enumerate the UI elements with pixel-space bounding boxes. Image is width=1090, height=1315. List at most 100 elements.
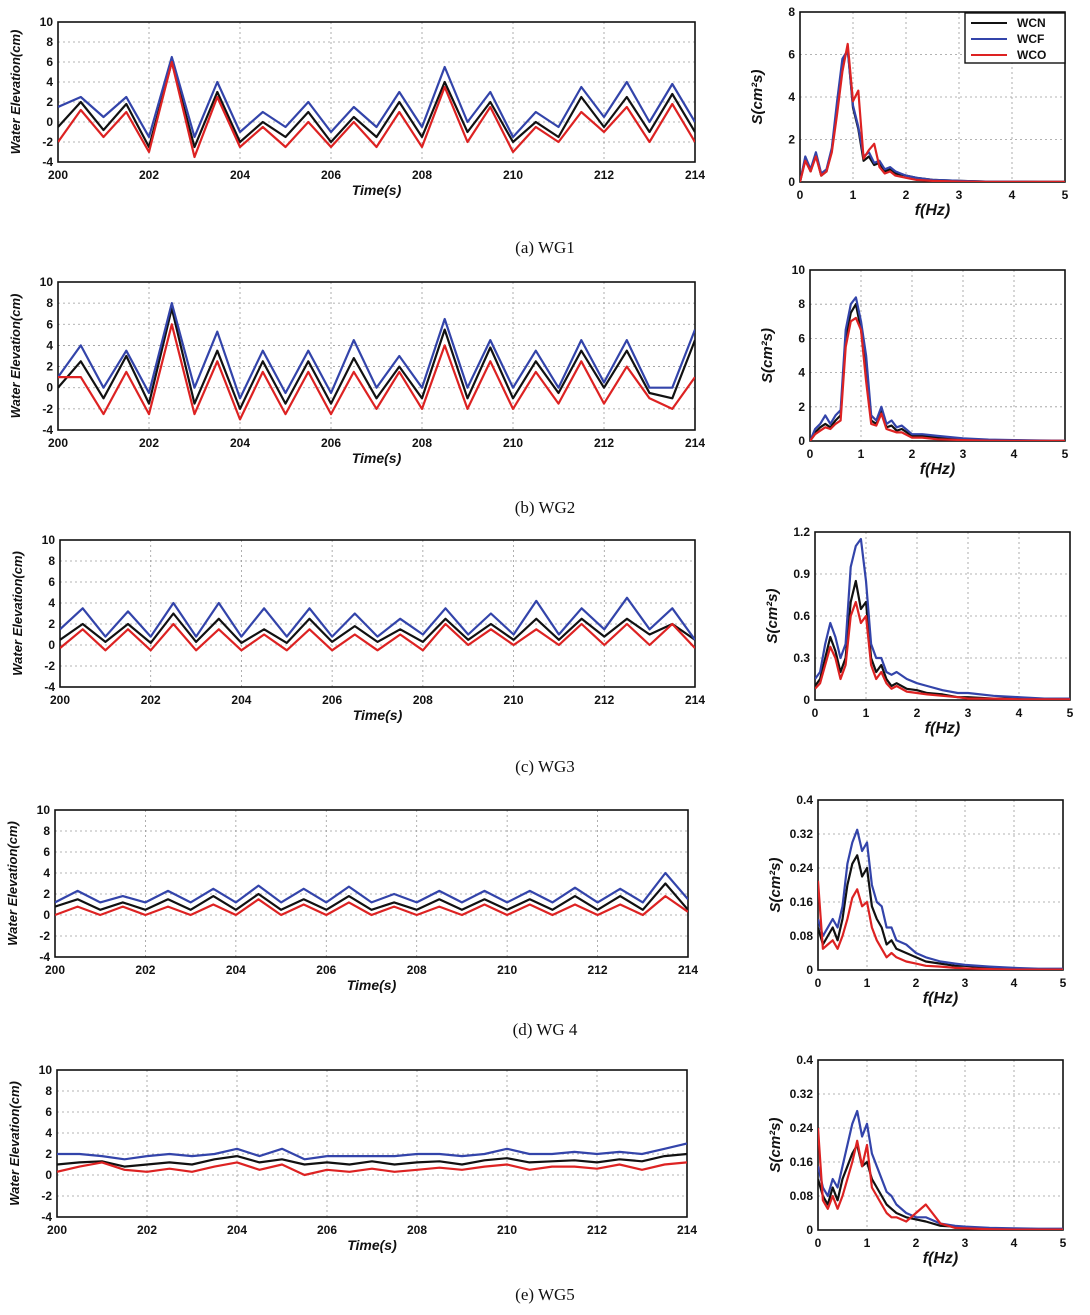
x-tick-label: 0 (815, 1236, 822, 1250)
y-tick-label: 6 (43, 845, 50, 859)
y-tick-label: -4 (42, 423, 53, 437)
x-tick-label: 0 (797, 188, 804, 202)
x-tick-label: 204 (227, 1223, 247, 1237)
y-tick-label: 0.9 (793, 567, 810, 581)
y-tick-label: -4 (39, 950, 50, 964)
y-axis-label: Water Elevation(cm) (7, 1081, 22, 1206)
series-line-wcf (58, 302, 695, 400)
x-tick-label: 1 (864, 976, 871, 990)
x-axis-label: Time(s) (347, 1237, 397, 1253)
y-axis-label: S(cm²s) (767, 1117, 784, 1172)
x-tick-label: 204 (226, 963, 246, 977)
x-tick-label: 0 (815, 976, 822, 990)
x-tick-label: 2 (914, 706, 921, 720)
series-line-wco (815, 600, 1070, 700)
y-tick-label: 8 (788, 5, 795, 19)
series-line-wcf (818, 1109, 1063, 1230)
x-tick-label: 206 (322, 693, 342, 707)
caption-wg5: (e) WG5 (515, 1285, 575, 1304)
x-tick-label: 3 (956, 188, 963, 202)
y-tick-label: 0 (798, 434, 805, 448)
x-tick-label: 208 (413, 693, 433, 707)
y-tick-label: -4 (41, 1210, 52, 1224)
legend-label-wcf: WCF (1017, 32, 1044, 46)
y-tick-label: 2 (46, 360, 53, 374)
x-tick-label: 214 (685, 436, 705, 450)
x-tick-label: 208 (412, 168, 432, 182)
x-tick-label: 210 (504, 693, 524, 707)
series-line-wcf (810, 296, 1065, 441)
legend-label-wco: WCO (1017, 48, 1046, 62)
y-tick-label: -2 (41, 1189, 52, 1203)
x-tick-label: 3 (962, 1236, 969, 1250)
x-axis-label: f(Hz) (923, 1250, 959, 1267)
x-tick-label: 212 (594, 436, 614, 450)
y-axis-label: Water Elevation(cm) (8, 30, 23, 155)
x-tick-label: 1 (864, 1236, 871, 1250)
series-line-wcn (58, 307, 695, 410)
x-axis-label: f(Hz) (923, 990, 959, 1007)
y-axis-label: S(cm²s) (749, 69, 766, 124)
y-tick-label: 1.2 (793, 525, 810, 539)
x-axis-label: Time(s) (347, 977, 397, 993)
y-tick-label: 2 (798, 400, 805, 414)
x-tick-label: 212 (594, 693, 614, 707)
y-tick-label: 0.08 (790, 1189, 814, 1203)
y-tick-label: 0.24 (790, 861, 814, 875)
y-tick-label: 8 (45, 1084, 52, 1098)
y-tick-label: 10 (40, 15, 54, 29)
x-tick-label: 206 (321, 436, 341, 450)
x-tick-label: 204 (231, 693, 251, 707)
x-tick-label: 202 (141, 693, 161, 707)
x-tick-label: 4 (1011, 1236, 1018, 1250)
plot-frame (54, 809, 689, 958)
series-line-wcf (57, 1142, 687, 1161)
x-tick-label: 210 (497, 963, 517, 977)
y-tick-label: 0.16 (790, 1155, 814, 1169)
x-tick-label: 4 (1009, 188, 1016, 202)
y-tick-label: 0.08 (790, 929, 814, 943)
y-tick-label: 6 (48, 575, 55, 589)
y-tick-label: 8 (46, 296, 53, 310)
chart-wg4: 200 202 204 206 208 210 212 214 -4 -2 0 2 4 6 8 10 Time(… (5, 803, 698, 993)
y-tick-label: 4 (46, 338, 53, 352)
y-axis-label: S(cm²s) (764, 588, 781, 643)
y-tick-label: 2 (48, 617, 55, 631)
series-line-wco (57, 1161, 687, 1177)
y-tick-label: 4 (48, 596, 55, 610)
y-tick-label: 8 (46, 35, 53, 49)
y-tick-label: 0 (48, 638, 55, 652)
y-axis-label: Water Elevation(cm) (10, 551, 25, 676)
x-tick-label: 2 (903, 188, 910, 202)
y-tick-label: 4 (45, 1126, 52, 1140)
series-line-wco (58, 323, 695, 421)
plot-frame (57, 21, 696, 163)
y-tick-label: 4 (43, 866, 50, 880)
x-tick-label: 212 (587, 1223, 607, 1237)
y-axis-label: S(cm²s) (767, 857, 784, 912)
y-tick-label: 0 (806, 1223, 813, 1237)
series-line-wcf (60, 596, 695, 641)
y-tick-label: 0 (43, 908, 50, 922)
series-line-wco (60, 622, 695, 652)
x-tick-label: 200 (50, 693, 70, 707)
y-tick-label: 8 (43, 824, 50, 838)
x-tick-label: 202 (135, 963, 155, 977)
y-tick-label: 0.16 (790, 895, 814, 909)
y-tick-label: -4 (42, 155, 53, 169)
x-axis-label: f(Hz) (915, 202, 951, 219)
chart-wg2: 200 202 204 206 208 210 212 214 -4 -2 0 2 4 6 8 10 Time(… (8, 275, 705, 466)
y-tick-label: 4 (788, 90, 795, 104)
y-tick-label: 2 (43, 887, 50, 901)
x-tick-label: 200 (48, 436, 68, 450)
x-tick-label: 5 (1060, 976, 1067, 990)
x-tick-label: 200 (48, 168, 68, 182)
x-tick-label: 3 (962, 976, 969, 990)
x-tick-label: 2 (913, 976, 920, 990)
x-tick-label: 5 (1062, 188, 1069, 202)
plot-frame (817, 1059, 1064, 1231)
x-tick-label: 2 (909, 447, 916, 461)
series-line-wcf (800, 49, 1065, 182)
x-tick-label: 208 (407, 963, 427, 977)
